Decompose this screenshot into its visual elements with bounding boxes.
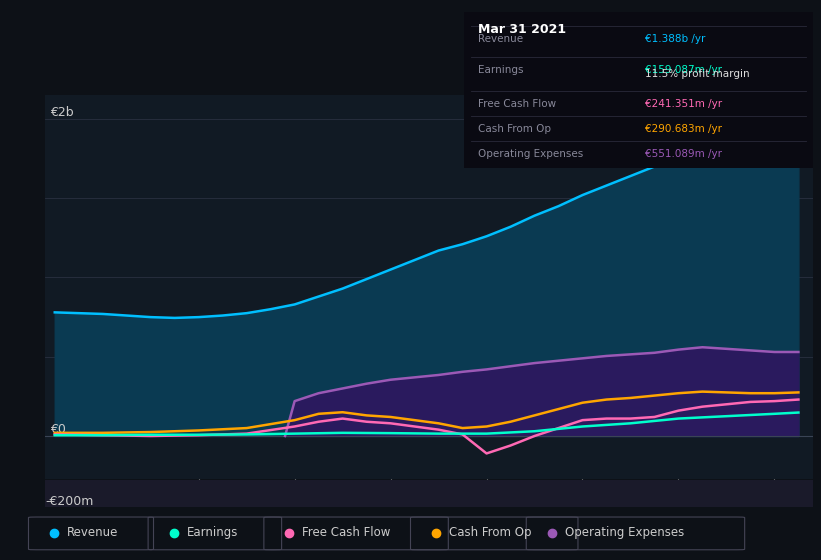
Text: 11.5% profit margin: 11.5% profit margin — [645, 69, 750, 79]
Text: Earnings: Earnings — [186, 526, 238, 539]
Text: €551.089m /yr: €551.089m /yr — [645, 149, 722, 159]
Text: Cash From Op: Cash From Op — [478, 124, 551, 134]
Text: €241.351m /yr: €241.351m /yr — [645, 99, 722, 109]
Text: €1.388b /yr: €1.388b /yr — [645, 34, 706, 44]
Text: Mar 31 2021: Mar 31 2021 — [478, 23, 566, 36]
Text: €159.087m /yr: €159.087m /yr — [645, 65, 722, 75]
Text: -€200m: -€200m — [45, 495, 94, 508]
Text: Operating Expenses: Operating Expenses — [565, 526, 684, 539]
Text: Earnings: Earnings — [478, 65, 523, 75]
Text: €2b: €2b — [50, 106, 74, 119]
Text: Revenue: Revenue — [478, 34, 523, 44]
Text: Free Cash Flow: Free Cash Flow — [478, 99, 556, 109]
Text: Cash From Op: Cash From Op — [449, 526, 531, 539]
Text: €290.683m /yr: €290.683m /yr — [645, 124, 722, 134]
Text: Revenue: Revenue — [67, 526, 118, 539]
Text: Free Cash Flow: Free Cash Flow — [302, 526, 391, 539]
Text: €0: €0 — [50, 423, 66, 436]
Text: Operating Expenses: Operating Expenses — [478, 149, 583, 159]
